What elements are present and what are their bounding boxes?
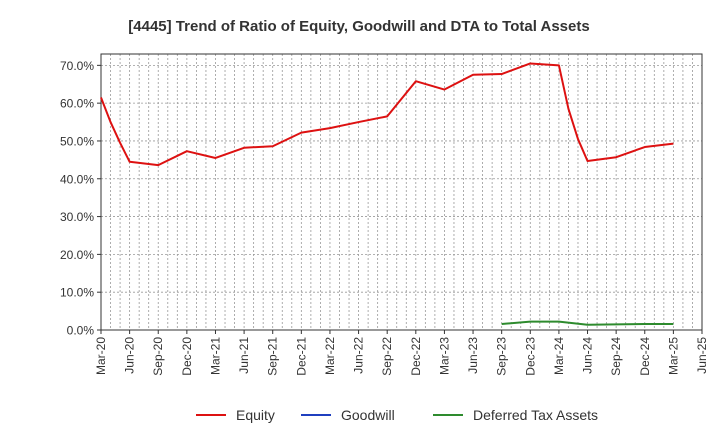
x-tick-label: Dec-24 xyxy=(638,337,652,376)
x-tick-label: Sep-21 xyxy=(266,337,280,376)
grid-layer xyxy=(101,54,702,330)
x-tick-label: Dec-20 xyxy=(180,337,194,376)
legend-label-goodwill: Goodwill xyxy=(341,407,395,423)
x-tick-label: Sep-20 xyxy=(151,337,165,376)
legend-label-equity: Equity xyxy=(236,407,275,423)
x-tick-label: Mar-23 xyxy=(437,337,451,375)
y-tick-label: 20.0% xyxy=(60,248,94,262)
series-line-deferred-tax-assets xyxy=(501,320,674,326)
x-tick-label: Jun-24 xyxy=(581,337,595,374)
x-tick-label: Mar-25 xyxy=(666,337,680,375)
x-tick-label: Mar-24 xyxy=(552,337,566,375)
x-tick-label: Sep-22 xyxy=(380,337,394,376)
y-tick-label: 40.0% xyxy=(60,172,94,186)
y-tick-label: 10.0% xyxy=(60,286,94,300)
x-tick-label: Mar-20 xyxy=(94,337,108,375)
y-tick-label: 50.0% xyxy=(60,134,94,148)
x-tick-label: Mar-22 xyxy=(323,337,337,375)
x-tick-label: Jun-22 xyxy=(352,337,366,374)
y-axis-ticks: 0.0% 10.0% 20.0% 30.0% 40.0% 50.0% 60.0% 70.0% xyxy=(60,59,101,338)
series-layer xyxy=(100,62,674,326)
x-tick-label: Sep-23 xyxy=(495,337,509,376)
chart-title: [4445] Trend of Ratio of Equity, Goodwil… xyxy=(128,18,589,35)
x-tick-label: Mar-21 xyxy=(208,337,222,375)
y-tick-label: 0.0% xyxy=(67,324,95,338)
x-tick-label: Jun-20 xyxy=(123,337,137,374)
x-tick-label: Dec-22 xyxy=(409,337,423,376)
x-tick-label: Jun-25 xyxy=(695,337,709,374)
y-tick-label: 70.0% xyxy=(60,59,94,73)
legend: Equity Goodwill Deferred Tax Assets xyxy=(196,407,598,423)
legend-label-deferred-tax-assets: Deferred Tax Assets xyxy=(473,407,598,423)
x-axis-ticks: Mar-20 Jun-20 Sep-20 Dec-20 Mar-21 Jun-21 Sep-… xyxy=(94,330,709,376)
x-tick-label: Dec-23 xyxy=(523,337,537,376)
x-tick-label: Dec-21 xyxy=(294,337,308,376)
series-line-equity xyxy=(100,62,674,167)
y-tick-label: 60.0% xyxy=(60,97,94,111)
x-tick-label: Sep-24 xyxy=(609,337,623,376)
x-tick-label: Jun-23 xyxy=(466,337,480,374)
plot-frame xyxy=(100,53,703,331)
x-tick-label: Jun-21 xyxy=(237,337,251,374)
y-tick-label: 30.0% xyxy=(60,210,94,224)
